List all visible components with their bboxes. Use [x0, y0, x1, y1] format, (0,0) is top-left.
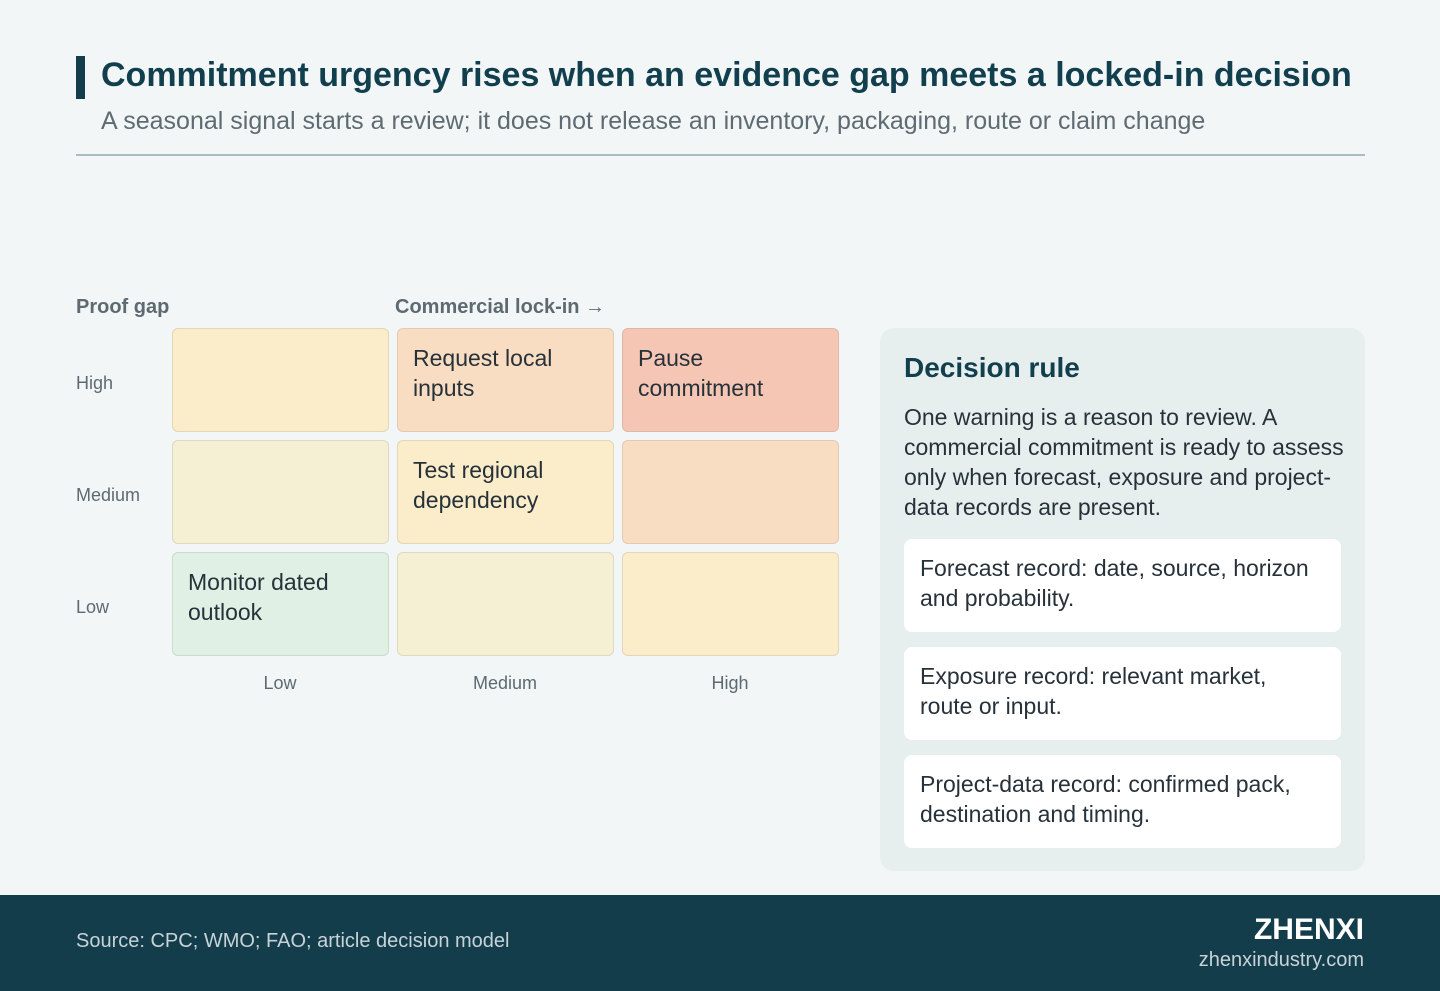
page-subtitle: A seasonal signal starts a review; it do… — [101, 107, 1206, 135]
page-title: Commitment urgency rises when an evidenc… — [101, 56, 1352, 94]
title-accent-bar — [76, 56, 85, 99]
decision-rule-body: One warning is a reason to review. A com… — [904, 404, 1344, 520]
matrix-cell-medium-low — [172, 440, 389, 544]
matrix-cell-low-low: Monitor dated outlook — [172, 552, 389, 656]
exposure-record-card: Exposure record: relevant market, route … — [904, 647, 1341, 740]
matrix-cell-high-high: Pause commitment — [622, 328, 839, 432]
matrix-cell-high-low — [172, 328, 389, 432]
decision-rule-panel: Decision rule One warning is a reason to… — [880, 328, 1365, 871]
brand-logo: ZHENXI — [1253, 913, 1364, 946]
matrix-cell-low-high — [622, 552, 839, 656]
y-axis-title: Proof gap — [76, 296, 170, 318]
col-label-low: Low — [263, 673, 297, 693]
matrix-cell-low-medium — [397, 552, 614, 656]
row-label-low: Low — [76, 597, 110, 617]
x-axis-title: Commercial lock-in → — [395, 296, 606, 318]
matrix-cell-high-medium: Request local inputs — [397, 328, 614, 432]
matrix-cell-medium-high — [622, 440, 839, 544]
row-label-high: High — [76, 373, 114, 393]
matrix-cell-medium-medium: Test regional dependency — [397, 440, 614, 544]
source-note: Source: CPC; WMO; FAO; article decision … — [76, 930, 510, 952]
footer: Source: CPC; WMO; FAO; article decision … — [0, 895, 1440, 991]
decision-rule-heading: Decision rule — [904, 352, 1080, 383]
header-divider — [76, 154, 1365, 156]
row-label-medium: Medium — [76, 485, 141, 505]
forecast-record-card: Forecast record: date, source, horizon a… — [904, 539, 1341, 632]
brand-url: zhenxindustry.com — [1198, 949, 1364, 971]
project-data-record-card: Project-data record: confirmed pack, des… — [904, 755, 1341, 848]
col-label-high: High — [711, 673, 749, 693]
col-label-medium: Medium — [472, 673, 538, 693]
